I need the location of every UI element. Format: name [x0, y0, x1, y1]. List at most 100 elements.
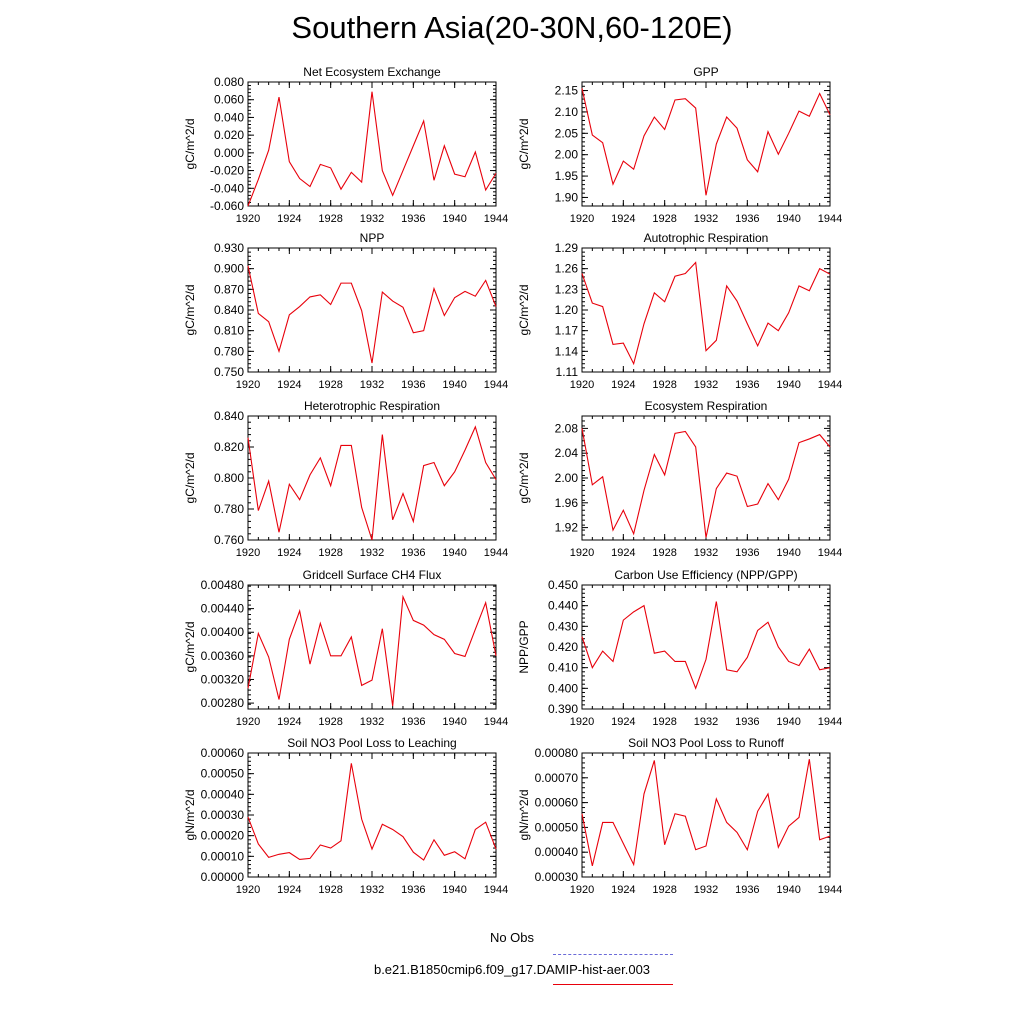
panel-frame	[247, 752, 497, 878]
y-tick-label: 0.800	[214, 471, 244, 485]
y-tick-label: 1.90	[555, 190, 579, 204]
x-tick-label: 1932	[694, 716, 718, 728]
x-tick-label: 1932	[360, 716, 384, 728]
x-tick-label: 1928	[318, 884, 342, 896]
x-tick-label: 1936	[735, 213, 759, 225]
y-tick-label: 0.00030	[535, 870, 579, 884]
x-tick-label: 1940	[442, 716, 466, 728]
panel-frame	[247, 247, 497, 373]
x-tick-label: 1920	[236, 379, 260, 391]
x-tick-label: 1924	[277, 379, 301, 391]
series-line	[247, 594, 497, 707]
x-tick-label: 1928	[652, 547, 676, 559]
x-tick-label: 1924	[277, 213, 301, 225]
x-tick-label: 1920	[236, 547, 260, 559]
y-tick-label: 0.00280	[201, 696, 245, 710]
x-tick-label: 1936	[401, 547, 425, 559]
x-tick-label: 1944	[818, 213, 842, 225]
x-tick-label: 1944	[818, 379, 842, 391]
y-axis-label: gN/m^2/d	[183, 790, 197, 841]
panel-title: Ecosystem Respiration	[645, 399, 768, 413]
panel-title: Carbon Use Efficiency (NPP/GPP)	[614, 568, 797, 582]
x-tick-label: 1944	[484, 379, 508, 391]
x-tick-label: 1924	[611, 884, 635, 896]
x-tick-label: 1932	[694, 884, 718, 896]
y-tick-label: -0.060	[210, 199, 244, 213]
x-tick-label: 1924	[611, 213, 635, 225]
x-tick-label: 1928	[652, 884, 676, 896]
legend-model-line	[553, 984, 673, 985]
x-tick-label: 1944	[818, 884, 842, 896]
series-line	[581, 261, 831, 366]
figure-title: Southern Asia(20-30N,60-120E)	[291, 10, 733, 45]
x-tick-label: 1932	[694, 379, 718, 391]
panel-title: Soil NO3 Pool Loss to Leaching	[287, 736, 456, 750]
series-line	[247, 91, 497, 207]
y-axis-label: gC/m^2/d	[183, 285, 197, 336]
y-tick-label: 1.11	[556, 365, 579, 379]
y-tick-label: 1.26	[555, 262, 579, 276]
x-tick-label: 1940	[442, 547, 466, 559]
x-tick-label: 1940	[776, 213, 800, 225]
panel-frame	[581, 752, 831, 878]
x-tick-label: 1932	[360, 379, 384, 391]
x-tick-label: 1932	[694, 213, 718, 225]
panel-frame	[581, 247, 831, 373]
y-tick-label: 0.060	[214, 93, 244, 107]
y-tick-label: 1.96	[555, 496, 579, 510]
panel-frame	[581, 81, 831, 207]
y-tick-label: 0.780	[214, 344, 244, 358]
y-tick-label: 0.00020	[201, 829, 245, 843]
y-tick-label: 0.760	[214, 533, 244, 547]
x-tick-label: 1936	[401, 213, 425, 225]
legend-model-label: b.e21.B1850cmip6.f09_g17.DAMIP-hist-aer.…	[373, 962, 651, 977]
x-tick-label: 1936	[735, 547, 759, 559]
panel-frame	[247, 415, 497, 541]
x-tick-label: 1936	[401, 379, 425, 391]
y-tick-label: 0.020	[214, 128, 244, 142]
y-tick-label: 2.08	[555, 421, 579, 435]
x-tick-label: 1920	[570, 884, 594, 896]
series-line	[247, 425, 497, 541]
x-tick-label: 1940	[776, 547, 800, 559]
x-tick-label: 1924	[611, 379, 635, 391]
y-tick-label: 0.00040	[201, 787, 245, 801]
y-tick-label: 0.390	[548, 702, 578, 716]
series-line	[581, 428, 831, 538]
x-tick-label: 1920	[236, 213, 260, 225]
y-tick-label: 0.000	[214, 146, 244, 160]
x-tick-label: 1920	[570, 547, 594, 559]
y-tick-label: 0.00050	[201, 767, 245, 781]
y-tick-label: 0.00050	[535, 820, 579, 834]
x-tick-label: 1920	[570, 716, 594, 728]
y-tick-label: 2.04	[555, 446, 579, 460]
y-tick-label: 0.00010	[201, 849, 245, 863]
x-tick-label: 1924	[611, 716, 635, 728]
panel-title: Soil NO3 Pool Loss to Runoff	[628, 736, 785, 750]
y-tick-label: 0.780	[214, 502, 244, 516]
y-tick-label: 0.00070	[535, 771, 579, 785]
x-tick-label: 1944	[484, 547, 508, 559]
x-tick-label: 1928	[652, 379, 676, 391]
y-axis-label: gC/m^2/d	[517, 453, 531, 504]
y-tick-label: 0.840	[214, 303, 244, 317]
y-axis-label: gC/m^2/d	[183, 453, 197, 504]
y-tick-label: 0.080	[214, 75, 244, 89]
x-tick-label: 1940	[776, 716, 800, 728]
y-tick-label: 0.00480	[201, 578, 245, 592]
series-line	[581, 88, 831, 196]
y-tick-label: 0.930	[214, 241, 244, 255]
y-tick-label: 2.05	[555, 126, 579, 140]
y-tick-label: 0.410	[548, 661, 578, 675]
x-tick-label: 1936	[735, 716, 759, 728]
y-tick-label: 0.450	[548, 578, 578, 592]
y-axis-label: NPP/GPP	[517, 620, 531, 673]
series-line	[247, 763, 497, 861]
x-tick-label: 1924	[277, 884, 301, 896]
y-tick-label: 2.10	[555, 105, 579, 119]
y-tick-label: 1.20	[555, 303, 579, 317]
x-tick-label: 1928	[652, 716, 676, 728]
panel-title: Net Ecosystem Exchange	[303, 65, 441, 79]
x-tick-label: 1928	[318, 213, 342, 225]
